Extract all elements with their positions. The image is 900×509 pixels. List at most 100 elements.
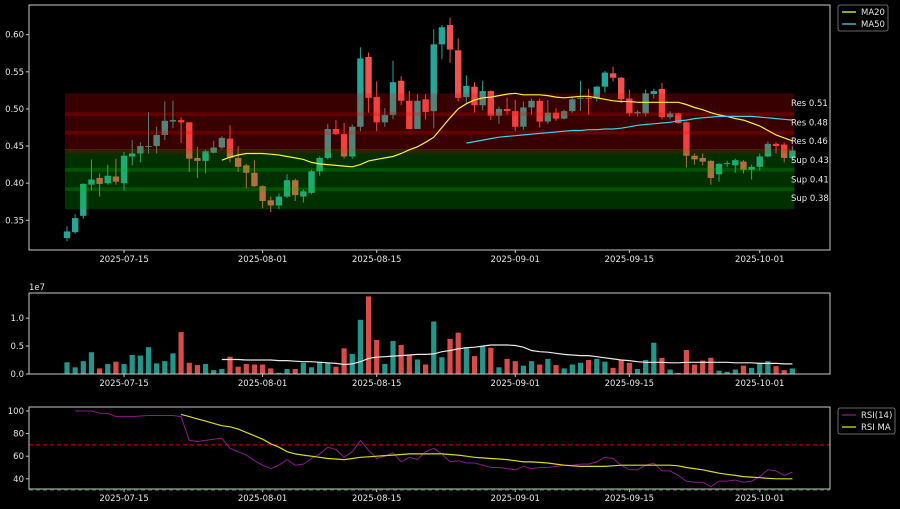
volume-bar — [626, 362, 632, 374]
level-label: Sup 0.38 — [791, 194, 829, 204]
candle-body — [120, 155, 128, 184]
candle-body — [129, 153, 136, 157]
candle-body — [397, 80, 405, 101]
candle-body — [104, 175, 111, 184]
volume-bar — [80, 361, 86, 374]
candle-body — [112, 176, 120, 182]
volume-bar — [643, 360, 649, 374]
candle-body — [88, 179, 95, 185]
volume-bar — [561, 368, 567, 374]
ma50-line — [466, 115, 793, 144]
candle-body — [520, 107, 527, 127]
candle-body — [430, 44, 437, 112]
candle-body — [569, 99, 576, 112]
volume-bar — [276, 372, 282, 374]
level-label: Res 0.48 — [791, 118, 828, 128]
rsi-ma-line — [180, 413, 793, 480]
candle-body — [389, 82, 397, 115]
candle-body — [650, 91, 657, 95]
candle-body — [732, 160, 739, 166]
volume-bar — [463, 347, 469, 374]
candle-body — [772, 143, 780, 147]
volume-panel: 0.0 0.5 1.0 2025-07-15 2025-08-01 2025-08-15 2… — [10, 283, 831, 389]
rsi-frame — [28, 406, 831, 490]
volume-bar — [341, 348, 347, 374]
volume-bar — [178, 332, 184, 374]
volume-bar — [651, 342, 657, 374]
volume-bar — [97, 368, 103, 374]
candle-body — [675, 113, 682, 124]
volume-bar — [773, 366, 779, 374]
candle-body — [340, 134, 348, 157]
volume-bar — [667, 369, 673, 374]
volume-bar — [553, 365, 559, 374]
volume-bar — [398, 344, 404, 374]
candle-body — [789, 150, 796, 158]
x-tick-label: 2025-09-01 — [491, 255, 540, 265]
level-label: Res 0.46 — [791, 137, 828, 147]
volume-bar — [414, 359, 421, 374]
candle-body — [234, 157, 242, 167]
price-panel: 0.35 0.40 0.45 0.50 0.55 0.60 2025-07-15 2025-0… — [5, 4, 831, 265]
volume-bar — [724, 371, 730, 374]
volume-bar — [390, 341, 396, 374]
candle-body — [683, 122, 690, 156]
volume-bar — [154, 363, 160, 374]
rsi-line — [75, 410, 793, 488]
candle-body — [137, 146, 144, 154]
ma20-line — [221, 92, 793, 168]
x-tick-label: 2025-09-15 — [605, 379, 654, 389]
volume-bar — [545, 358, 551, 374]
candle-body — [748, 166, 755, 170]
candle-body — [414, 100, 421, 129]
volume-bar — [537, 364, 543, 374]
candle-body — [634, 111, 641, 114]
volume-bar — [260, 364, 266, 374]
y-tick-label: 0.5 — [10, 342, 24, 352]
volume-bar — [765, 361, 771, 374]
candle-body — [80, 183, 87, 216]
level-label: Sup 0.43 — [791, 156, 829, 166]
rsi-legend: RSI(14) RSI MA — [837, 407, 896, 435]
volume-bar — [447, 338, 453, 374]
candle-body — [626, 98, 633, 114]
y-tick-label: 40 — [13, 475, 24, 485]
candle-body — [764, 143, 772, 157]
volume-bar — [586, 360, 592, 374]
volume-bar — [121, 363, 127, 374]
candle-body — [691, 155, 698, 160]
candle-body — [145, 146, 152, 148]
candle-body — [153, 134, 160, 147]
candle-body — [699, 157, 706, 162]
candle-body — [422, 99, 429, 112]
volume-bar — [406, 354, 412, 374]
volume-bar — [292, 368, 298, 374]
candle-body — [381, 114, 389, 123]
volume-bar — [145, 347, 152, 374]
volume-bar — [202, 363, 209, 374]
volume-bar — [72, 367, 78, 374]
legend-rsi-ma: RSI MA — [861, 423, 891, 433]
volume-bar — [512, 361, 518, 374]
y-tick-label: 0.60 — [5, 31, 24, 41]
volume-bar — [300, 362, 306, 374]
candle-body — [300, 191, 307, 197]
volume-bar — [618, 359, 624, 374]
x-tick-label: 2025-09-15 — [605, 255, 654, 265]
volume-bar — [439, 357, 445, 374]
volume-bar — [471, 356, 478, 374]
candle-body — [740, 161, 747, 170]
volume-bar — [716, 370, 722, 374]
volume-bar — [528, 361, 535, 374]
candle-body — [642, 93, 649, 114]
volume-bar — [162, 361, 168, 374]
volume-bar — [235, 366, 241, 374]
x-tick-label: 2025-08-01 — [238, 494, 287, 504]
candle-body — [96, 177, 103, 184]
level-label: Res 0.51 — [791, 99, 828, 109]
volume-bar — [284, 368, 290, 374]
candle-body — [186, 122, 193, 159]
y-tick-label: 0.40 — [5, 179, 24, 189]
candle-body — [332, 128, 340, 135]
